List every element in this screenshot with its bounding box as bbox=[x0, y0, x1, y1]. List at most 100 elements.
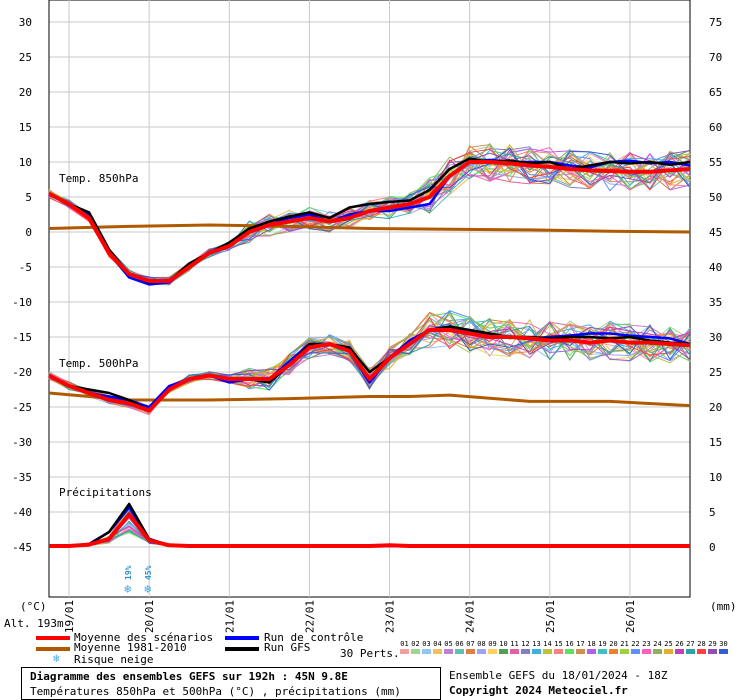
legend-climo-label: Moyenne 1981-2010 bbox=[74, 641, 187, 654]
left-tick-label: -20 bbox=[12, 366, 32, 379]
legend-perts-label: 30 Perts. bbox=[340, 647, 400, 660]
pert-legend-item: 09 bbox=[487, 640, 498, 654]
pert-legend-swatch bbox=[587, 649, 596, 654]
pert-legend-swatch bbox=[466, 649, 475, 654]
pert-legend-item: 19 bbox=[597, 640, 608, 654]
snowflake-icon: ❄ bbox=[53, 652, 60, 665]
pert-legend-item: 22 bbox=[630, 640, 641, 654]
pert-legend-label: 13 bbox=[532, 640, 541, 648]
pert-legend-label: 20 bbox=[609, 640, 618, 648]
series-line-precip bbox=[49, 512, 690, 548]
pert-legend-swatch bbox=[455, 649, 464, 654]
pert-legend-item: 23 bbox=[641, 640, 652, 654]
pert-legend-item: 26 bbox=[674, 640, 685, 654]
series-line-t850 bbox=[48, 160, 691, 283]
pert-legend-label: 28 bbox=[697, 640, 706, 648]
pert-legend-item: 13 bbox=[531, 640, 542, 654]
pert-legend-swatch bbox=[521, 649, 530, 654]
pert-legend-swatch bbox=[477, 649, 486, 654]
snow-risk-percent: 45% bbox=[144, 565, 153, 580]
right-tick-label: 45 bbox=[709, 226, 722, 239]
x-tick-label: 19/01 bbox=[63, 600, 76, 633]
pert-legend-swatch bbox=[664, 649, 673, 654]
pert-legend-label: 18 bbox=[587, 640, 596, 648]
footer-title: Diagramme des ensembles GEFS sur 192h : … bbox=[30, 670, 348, 683]
pert-legend-label: 21 bbox=[620, 640, 629, 648]
x-tick-label: 20/01 bbox=[143, 600, 156, 633]
left-tick-label: 5 bbox=[25, 191, 32, 204]
pert-legend-label: 25 bbox=[664, 640, 673, 648]
pert-legend-label: 10 bbox=[499, 640, 508, 648]
left-tick-label: -35 bbox=[12, 471, 32, 484]
series-line-t500 bbox=[48, 391, 691, 408]
pert-legend-swatch bbox=[620, 649, 629, 654]
x-tick-label: 22/01 bbox=[303, 600, 316, 633]
right-tick-label: 75 bbox=[709, 16, 722, 29]
left-tick-label: -5 bbox=[19, 261, 32, 274]
pert-legend-swatch bbox=[488, 649, 497, 654]
pert-legend-item: 15 bbox=[553, 640, 564, 654]
legend-control-label: Run de contrôle bbox=[264, 631, 364, 644]
pert-legend-swatch bbox=[499, 649, 508, 654]
right-tick-label: 70 bbox=[709, 51, 722, 64]
right-axis-unit: (mm) bbox=[710, 600, 737, 613]
pert-legend-label: 12 bbox=[521, 640, 530, 648]
pert-legend-item: 10 bbox=[498, 640, 509, 654]
altitude-label: Alt. 193m bbox=[4, 617, 64, 630]
pert-line-850 bbox=[48, 151, 691, 281]
right-tick-label: 20 bbox=[709, 401, 722, 414]
left-tick-label: 10 bbox=[19, 156, 32, 169]
left-axis-unit: (°C) bbox=[20, 600, 47, 613]
pert-legend-swatch bbox=[598, 649, 607, 654]
pert-legend-label: 27 bbox=[686, 640, 695, 648]
pert-legend-label: 01 bbox=[400, 640, 409, 648]
pert-legend-label: 07 bbox=[466, 640, 475, 648]
t850-section-label: Temp. 850hPa bbox=[59, 172, 138, 185]
pert-legend-item: 04 bbox=[432, 640, 443, 654]
pert-legend-item: 30 bbox=[718, 640, 729, 654]
pert-legend-label: 04 bbox=[433, 640, 442, 648]
pert-legend-label: 24 bbox=[653, 640, 662, 648]
left-tick-label: 15 bbox=[19, 121, 32, 134]
right-tick-label: 30 bbox=[709, 331, 722, 344]
series-line-t850 bbox=[48, 223, 691, 234]
pert-legend-item: 21 bbox=[619, 640, 630, 654]
series-lines bbox=[48, 157, 691, 548]
legend-gfs-swatch bbox=[225, 647, 259, 651]
right-tick-label: 55 bbox=[709, 156, 722, 169]
legend-control-swatch bbox=[225, 636, 259, 640]
pert-legend-swatch bbox=[642, 649, 651, 654]
t500-section-label: Temp. 500hPa bbox=[59, 357, 138, 370]
pert-legend-label: 22 bbox=[631, 640, 640, 648]
pert-legend-swatch bbox=[609, 649, 618, 654]
pert-legend-swatch bbox=[400, 649, 409, 654]
pert-legend-label: 23 bbox=[642, 640, 651, 648]
footer-copyright: Copyright 2024 Meteociel.fr bbox=[449, 684, 628, 697]
pert-legend-label: 14 bbox=[543, 640, 552, 648]
left-tick-label: -40 bbox=[12, 506, 32, 519]
pert-legend-swatch bbox=[576, 649, 585, 654]
pert-legend-item: 02 bbox=[410, 640, 421, 654]
pert-legend-label: 09 bbox=[488, 640, 497, 648]
pert-legend-label: 26 bbox=[675, 640, 684, 648]
series-line-t500 bbox=[48, 328, 691, 413]
x-tick-label: 21/01 bbox=[223, 600, 236, 633]
pert-legend-item: 06 bbox=[454, 640, 465, 654]
pert-legend-item: 28 bbox=[696, 640, 707, 654]
pert-legend-item: 25 bbox=[663, 640, 674, 654]
pert-legend-swatch bbox=[653, 649, 662, 654]
pert-legend-item: 29 bbox=[707, 640, 718, 654]
right-tick-label: 50 bbox=[709, 191, 722, 204]
footer-run: Ensemble GEFS du 18/01/2024 - 18Z bbox=[449, 669, 668, 682]
right-tick-label: 15 bbox=[709, 436, 722, 449]
left-tick-label: -25 bbox=[12, 401, 32, 414]
left-tick-label: -45 bbox=[12, 541, 32, 554]
x-tick-label: 25/01 bbox=[544, 600, 557, 633]
pert-legend-swatch bbox=[686, 649, 695, 654]
legend-climo-swatch bbox=[36, 647, 70, 651]
left-tick-label: 30 bbox=[19, 16, 32, 29]
pert-legend-swatch bbox=[675, 649, 684, 654]
pert-legend-label: 29 bbox=[708, 640, 717, 648]
pert-legend-item: 08 bbox=[476, 640, 487, 654]
